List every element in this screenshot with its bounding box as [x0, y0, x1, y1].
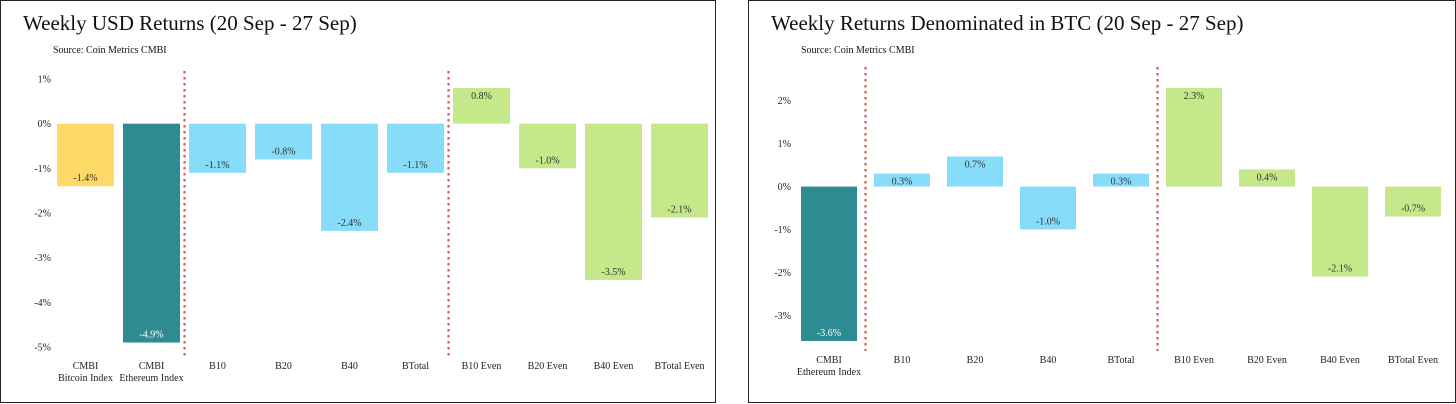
bar-b10-even: [453, 87, 510, 124]
x-tick-label: B10 Even: [462, 361, 502, 372]
x-tick-label: B40 Even: [594, 361, 634, 372]
bar-b20-even: [519, 123, 576, 169]
y-tick-label: -1%: [34, 164, 51, 175]
x-tick-label: Ethereum Index: [797, 367, 861, 378]
x-tick-label: B20 Even: [528, 361, 568, 372]
usd-returns-chart-panel: Weekly USD Returns (20 Sep - 27 Sep) Sou…: [0, 0, 716, 403]
y-tick-label: -4%: [34, 298, 51, 309]
y-tick-label: 1%: [38, 75, 51, 86]
bar-cmbi-ethereum-index: [801, 186, 857, 341]
data-label: 0.7%: [965, 160, 986, 171]
y-tick-label: 0%: [778, 182, 791, 193]
data-label: -1.0%: [1036, 216, 1060, 227]
x-tick-label: BTotal Even: [654, 361, 704, 372]
x-tick-label: B40: [341, 361, 358, 372]
data-label: -1.0%: [535, 155, 559, 166]
bar-b40: [321, 123, 378, 231]
x-tick-label: Bitcoin Index: [58, 373, 113, 384]
x-tick-label: B10: [894, 355, 911, 366]
bar-btotal: [1093, 173, 1149, 187]
data-label: 0.3%: [1111, 177, 1132, 188]
data-label: -2.1%: [1328, 264, 1352, 275]
x-tick-label: Ethereum Index: [119, 373, 183, 384]
y-tick-label: -5%: [34, 343, 51, 354]
bar-b40-even: [1312, 186, 1368, 277]
btc-returns-chart-panel: Weekly Returns Denominated in BTC (20 Se…: [748, 0, 1456, 403]
chart-source-note: Source: Coin Metrics CMBI: [801, 45, 915, 56]
y-tick-label: -2%: [34, 209, 51, 220]
bar-b40: [1020, 186, 1076, 230]
chart-source-note: Source: Coin Metrics CMBI: [53, 45, 167, 56]
data-label: -1.4%: [73, 173, 97, 184]
bar-b10: [189, 123, 246, 173]
x-tick-label: B10 Even: [1174, 355, 1214, 366]
x-tick-label: CMBI: [73, 361, 99, 372]
x-tick-label: BTotal: [402, 361, 429, 372]
data-label: -0.8%: [271, 146, 295, 157]
bar-b10: [874, 173, 930, 187]
bar-cmbi-ethereum-index: [123, 123, 180, 343]
bar-btotal: [387, 123, 444, 173]
data-label: -4.9%: [139, 330, 163, 341]
data-label: -1.1%: [403, 160, 427, 171]
y-tick-label: -3%: [34, 253, 51, 264]
x-tick-label: BTotal: [1107, 355, 1134, 366]
y-tick-label: 0%: [38, 119, 51, 130]
data-label: -2.4%: [337, 218, 361, 229]
data-label: -3.6%: [817, 328, 841, 339]
data-label: 0.4%: [1257, 172, 1278, 183]
y-tick-label: 1%: [778, 139, 791, 150]
y-tick-label: -3%: [774, 311, 791, 322]
x-tick-label: B20: [275, 361, 292, 372]
bar-b20-even: [1239, 169, 1295, 187]
data-label: -2.1%: [667, 204, 691, 215]
bar-btotal-even: [651, 123, 708, 218]
data-label: 2.3%: [1184, 91, 1205, 102]
data-label: -3.5%: [601, 267, 625, 278]
bar-b40-even: [585, 123, 642, 281]
x-tick-label: B40: [1040, 355, 1057, 366]
bar-b20: [255, 123, 312, 160]
y-tick-label: 2%: [778, 96, 791, 107]
data-label: -1.1%: [205, 160, 229, 171]
x-tick-label: BTotal Even: [1388, 355, 1438, 366]
y-tick-label: -2%: [774, 268, 791, 279]
bar-btotal-even: [1385, 186, 1441, 217]
x-tick-label: CMBI: [816, 355, 842, 366]
data-label: 0.3%: [892, 177, 913, 188]
bar-b20: [947, 156, 1003, 187]
x-tick-label: B20 Even: [1247, 355, 1287, 366]
x-tick-label: B40 Even: [1320, 355, 1360, 366]
x-tick-label: B20: [967, 355, 984, 366]
data-label: -0.7%: [1401, 204, 1425, 215]
chart-title: Weekly USD Returns (20 Sep - 27 Sep): [23, 11, 357, 35]
y-tick-label: -1%: [774, 225, 791, 236]
bar-cmbi-bitcoin-index: [57, 123, 114, 187]
data-label: 0.8%: [471, 91, 492, 102]
x-tick-label: B10: [209, 361, 226, 372]
bar-b10-even: [1166, 87, 1222, 187]
x-tick-label: CMBI: [139, 361, 165, 372]
chart-title: Weekly Returns Denominated in BTC (20 Se…: [771, 11, 1244, 35]
